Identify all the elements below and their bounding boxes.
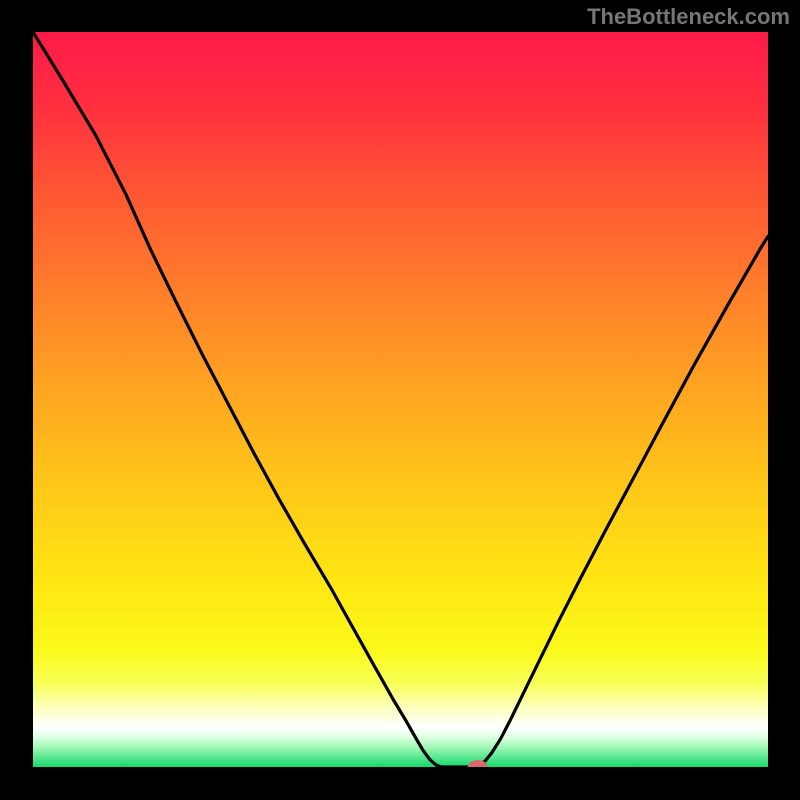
watermark-text: TheBottleneck.com xyxy=(587,4,790,30)
plot-area xyxy=(33,32,768,767)
plot-svg xyxy=(33,32,768,767)
chart-frame: TheBottleneck.com xyxy=(0,0,800,800)
gradient-background xyxy=(33,32,768,767)
